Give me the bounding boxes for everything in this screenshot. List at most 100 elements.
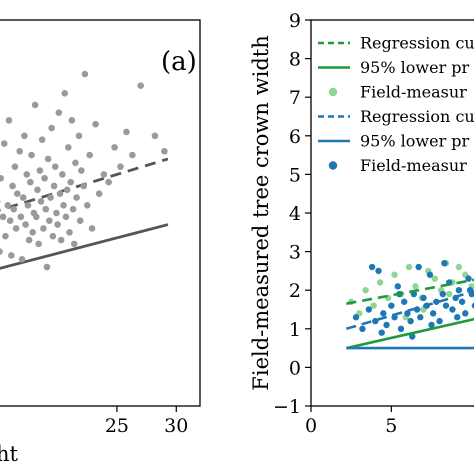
panel-a-point bbox=[86, 151, 93, 159]
panel-b-y-axis-label: Field-measured tree crown width bbox=[249, 35, 273, 390]
y-tick-label: 0 bbox=[289, 357, 301, 379]
panel-a-point bbox=[0, 140, 8, 147]
field-point-blue bbox=[397, 325, 405, 332]
panel-a-point bbox=[9, 182, 16, 190]
field-point-blue bbox=[455, 287, 463, 294]
panel-a-regression-line bbox=[0, 157, 169, 212]
panel-a-point bbox=[88, 225, 96, 232]
field-point-green bbox=[446, 290, 453, 298]
regression-curve-line bbox=[346, 278, 474, 305]
panel-a-point bbox=[29, 229, 37, 236]
panel-a-label: (a) bbox=[161, 47, 197, 77]
panel-a-point bbox=[5, 117, 13, 124]
y-tick-label: 6 bbox=[289, 126, 301, 148]
panel-a-point bbox=[68, 117, 76, 124]
legend-entry-label: Field-measur bbox=[360, 156, 467, 175]
panel-a-point bbox=[36, 167, 44, 174]
legend-dot-marker bbox=[328, 87, 338, 97]
panel-a-point bbox=[48, 124, 55, 132]
field-point-blue bbox=[415, 263, 422, 271]
panel-a-point bbox=[62, 213, 70, 221]
panel-a-point bbox=[75, 132, 83, 140]
field-point-blue bbox=[471, 302, 474, 309]
panel-a-point bbox=[38, 136, 46, 143]
panel-a-point bbox=[42, 205, 50, 213]
field-point-green bbox=[431, 275, 438, 282]
panel-a-point bbox=[11, 163, 19, 170]
panel-a-point bbox=[66, 229, 73, 236]
panel-a-point bbox=[43, 263, 51, 271]
panel-a-point bbox=[151, 132, 159, 140]
panel-a-point bbox=[47, 194, 54, 201]
panel-a-point bbox=[57, 236, 65, 244]
field-point-blue bbox=[454, 314, 461, 321]
panel-a-point bbox=[129, 151, 136, 159]
panel-a-point bbox=[51, 163, 59, 170]
field-point-blue bbox=[462, 310, 469, 317]
legend-entry-label: Regression cu bbox=[360, 107, 474, 126]
field-point-green bbox=[362, 287, 369, 294]
panel-a-point bbox=[17, 213, 25, 221]
field-point-blue bbox=[372, 317, 379, 325]
panel-a-point bbox=[35, 240, 42, 248]
panel-a-point bbox=[40, 225, 47, 232]
lower-prediction-line bbox=[346, 317, 474, 350]
field-point-blue bbox=[428, 321, 435, 329]
field-point-green bbox=[376, 279, 384, 286]
panel-a-lower-bound-line bbox=[0, 223, 169, 270]
panel-a-point bbox=[10, 205, 18, 213]
panel-a-point bbox=[61, 90, 69, 97]
panel-a-point bbox=[12, 225, 20, 232]
panel-a-point bbox=[0, 174, 4, 182]
y-tick-label: 1 bbox=[289, 319, 301, 341]
panel-a-point bbox=[60, 201, 67, 209]
panel-a-point bbox=[16, 147, 23, 155]
panel-a-point bbox=[13, 190, 21, 197]
panel-a-point bbox=[67, 178, 74, 186]
panel-a-point bbox=[27, 178, 34, 186]
field-point-blue bbox=[378, 329, 385, 336]
field-point-blue bbox=[442, 302, 450, 309]
panel-a-point bbox=[2, 232, 9, 240]
panel-a-point bbox=[32, 213, 40, 221]
legend-entry-label: Regression cu bbox=[360, 34, 474, 53]
field-point-blue bbox=[420, 294, 427, 302]
x-tick-label: 0 bbox=[305, 415, 317, 437]
panel-a-point bbox=[6, 217, 14, 225]
panel-a-point bbox=[25, 236, 33, 244]
field-point-blue bbox=[394, 283, 401, 290]
panel-a-point bbox=[54, 221, 61, 228]
panel-a-point bbox=[123, 128, 130, 136]
panel-a-frame bbox=[0, 19, 201, 407]
panel-a-point bbox=[49, 232, 57, 240]
panel-a-point bbox=[69, 205, 77, 213]
field-point-blue bbox=[401, 298, 408, 305]
panel-a-point bbox=[111, 144, 118, 151]
panel-a-point bbox=[0, 213, 7, 221]
panel-a-point bbox=[24, 201, 32, 209]
field-point-blue bbox=[409, 333, 416, 340]
panel-a-point bbox=[105, 178, 112, 186]
regression-curve-line bbox=[345, 289, 474, 331]
panel-a-point bbox=[28, 151, 35, 159]
field-point-blue bbox=[429, 310, 437, 317]
field-point-blue bbox=[383, 321, 390, 329]
panel-a-point bbox=[161, 147, 168, 155]
y-tick-label: 8 bbox=[289, 49, 301, 71]
panel-a-point bbox=[137, 82, 144, 89]
panel-a-point bbox=[100, 171, 108, 178]
y-tick-label: 9 bbox=[289, 10, 301, 32]
field-point-green bbox=[412, 283, 419, 290]
panel-a-x-axis-label: ht bbox=[0, 442, 19, 466]
panel-a-point bbox=[76, 217, 84, 225]
panel-a-point bbox=[63, 186, 71, 194]
panel-a-x-tick-label: 30 bbox=[164, 415, 188, 437]
panel-a-point bbox=[23, 171, 31, 178]
x-tick-label: 5 bbox=[385, 415, 397, 437]
legend-entry-label: 95% lower pr bbox=[360, 58, 470, 77]
panel-a-point bbox=[80, 182, 88, 190]
field-point-blue bbox=[458, 298, 466, 305]
panel-a-point bbox=[44, 155, 52, 163]
field-point-blue bbox=[417, 314, 424, 321]
